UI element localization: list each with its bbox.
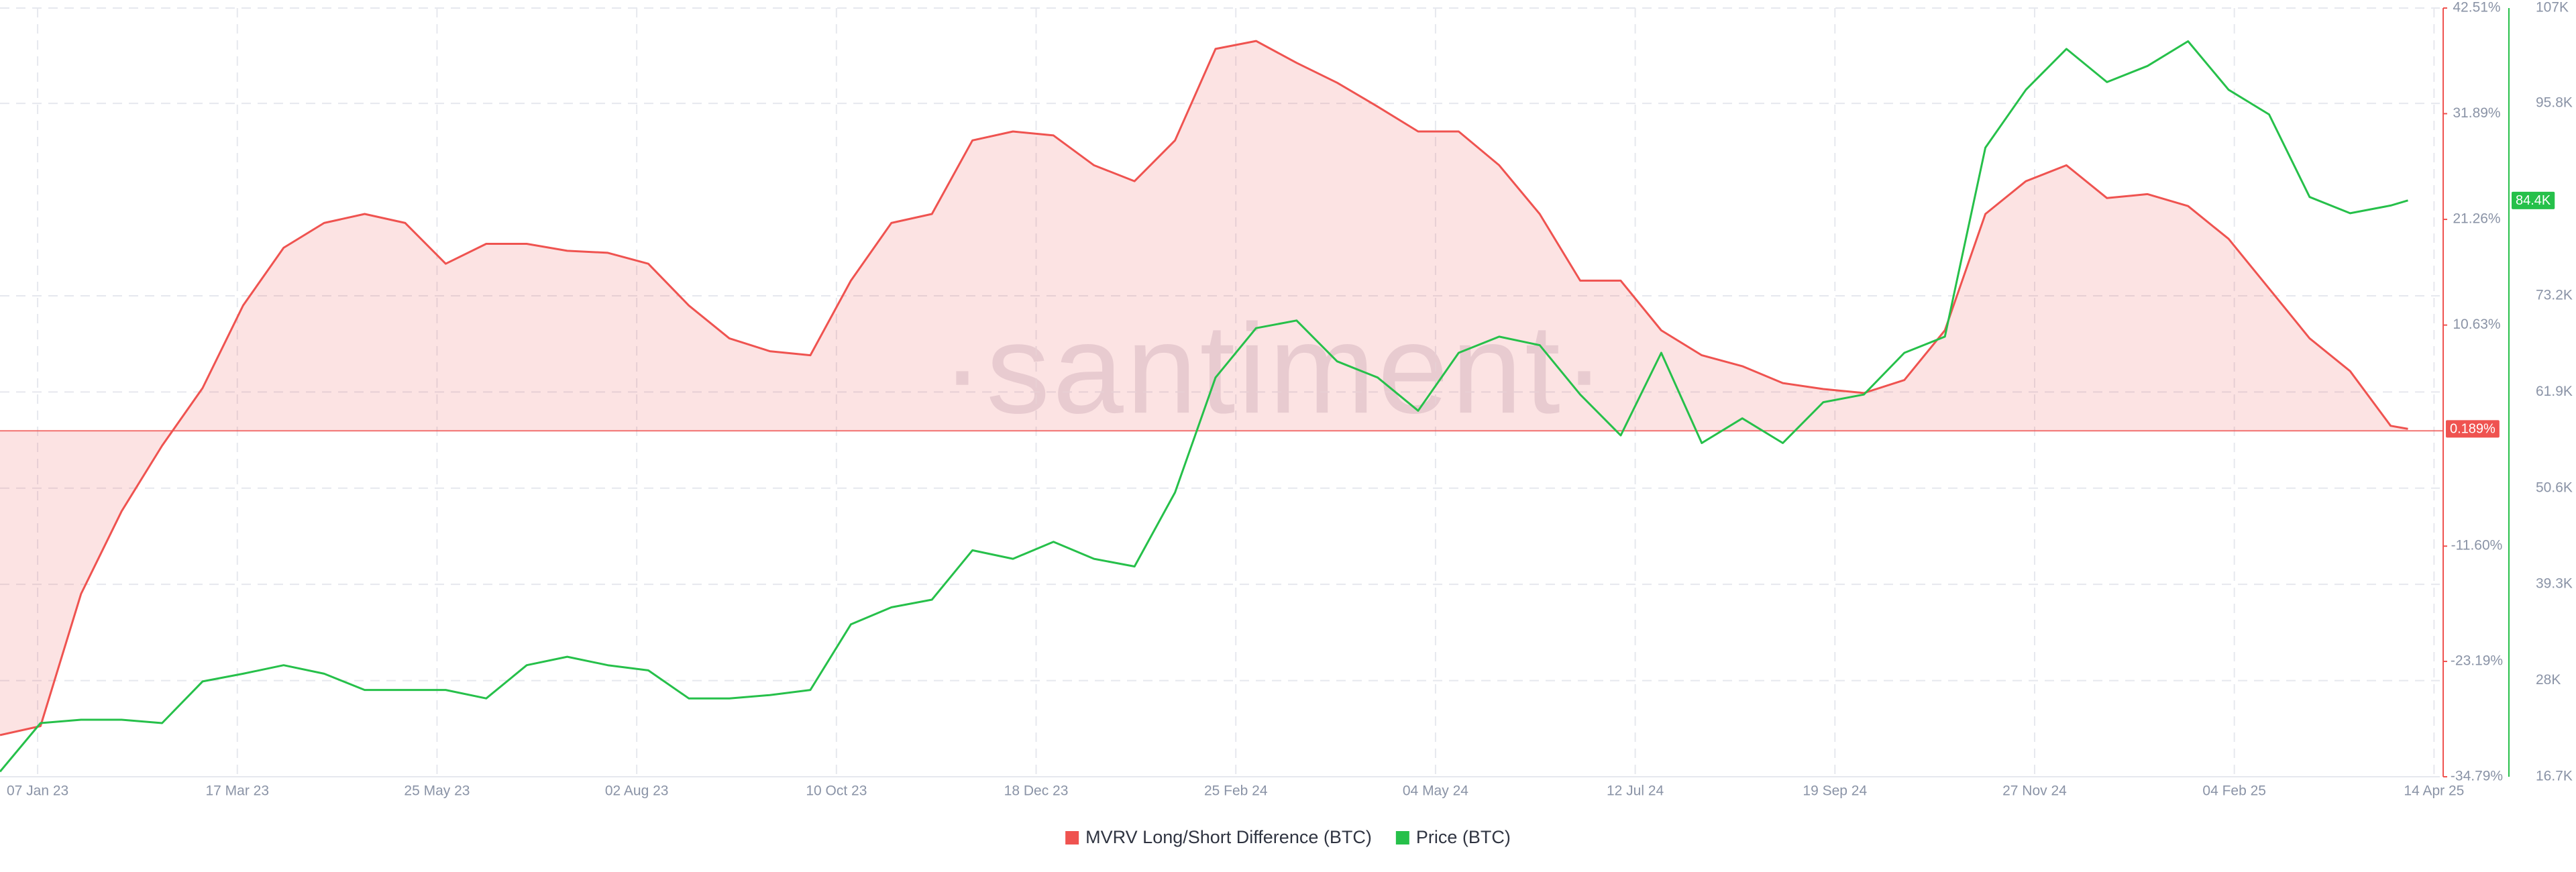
- y2-tick-label: 61.9K: [2536, 384, 2573, 399]
- y2-tick-label: 16.7K: [2536, 769, 2573, 784]
- current-value-badge: 84.4K: [2512, 191, 2555, 209]
- x-tick-label: 04 May 24: [1403, 783, 1468, 799]
- x-tick-label: 27 Nov 24: [2002, 783, 2067, 799]
- y2-tick-label: 73.2K: [2536, 288, 2573, 303]
- series-area: [0, 41, 2408, 735]
- x-tick-label: 10 Oct 23: [806, 783, 867, 799]
- badge-label: 84.4K: [2516, 193, 2551, 208]
- y2-tick-label: 28K: [2536, 672, 2561, 688]
- y-tick-label: 31.89%: [2453, 105, 2500, 121]
- y-tick-label: 42.51%: [2453, 0, 2500, 15]
- legend-swatch: [1065, 831, 1079, 844]
- x-tick-label: 02 Aug 23: [605, 783, 669, 799]
- y-tick-label: 10.63%: [2453, 317, 2500, 332]
- legend-swatch: [1395, 831, 1409, 844]
- y2-tick-label: 107K: [2536, 0, 2569, 15]
- badge-box: [2512, 191, 2555, 209]
- x-tick-label: 17 Mar 23: [205, 783, 269, 799]
- watermark: ·santiment·: [941, 298, 1608, 440]
- x-tick-label: 25 Feb 24: [1204, 783, 1268, 799]
- y-tick-label: -11.60%: [2451, 538, 2503, 553]
- x-tick-label: 25 May 23: [404, 783, 470, 799]
- badge-box: [2446, 420, 2500, 438]
- legend-label: Price (BTC): [1416, 827, 1511, 847]
- x-tick-label: 07 Jan 23: [7, 783, 68, 799]
- y-tick-label: -34.79%: [2451, 769, 2503, 784]
- series-line: [0, 40, 2408, 737]
- y-tick-label: 21.26%: [2453, 211, 2500, 227]
- x-tick-label: 19 Sep 24: [1803, 783, 1867, 799]
- x-tick-label: 18 Dec 23: [1004, 783, 1069, 799]
- y-tick-label: -23.19%: [2451, 653, 2503, 669]
- y2-tick-label: 95.8K: [2536, 95, 2573, 111]
- y2-tick-label: 50.6K: [2536, 480, 2573, 495]
- current-value-badge: 0.189%: [2446, 420, 2500, 438]
- x-tick-label: 04 Feb 25: [2202, 783, 2266, 799]
- legend: MVRV Long/Short Difference (BTC) Price (B…: [1065, 827, 1511, 847]
- y2-tick-label: 39.3K: [2536, 576, 2573, 592]
- legend-label: MVRV Long/Short Difference (BTC): [1085, 827, 1372, 847]
- series-line: [0, 40, 2408, 773]
- x-tick-label: 14 Apr 25: [2404, 783, 2464, 799]
- x-tick-label: 12 Jul 24: [1607, 783, 1664, 799]
- badge-label: 0.189%: [2450, 422, 2496, 437]
